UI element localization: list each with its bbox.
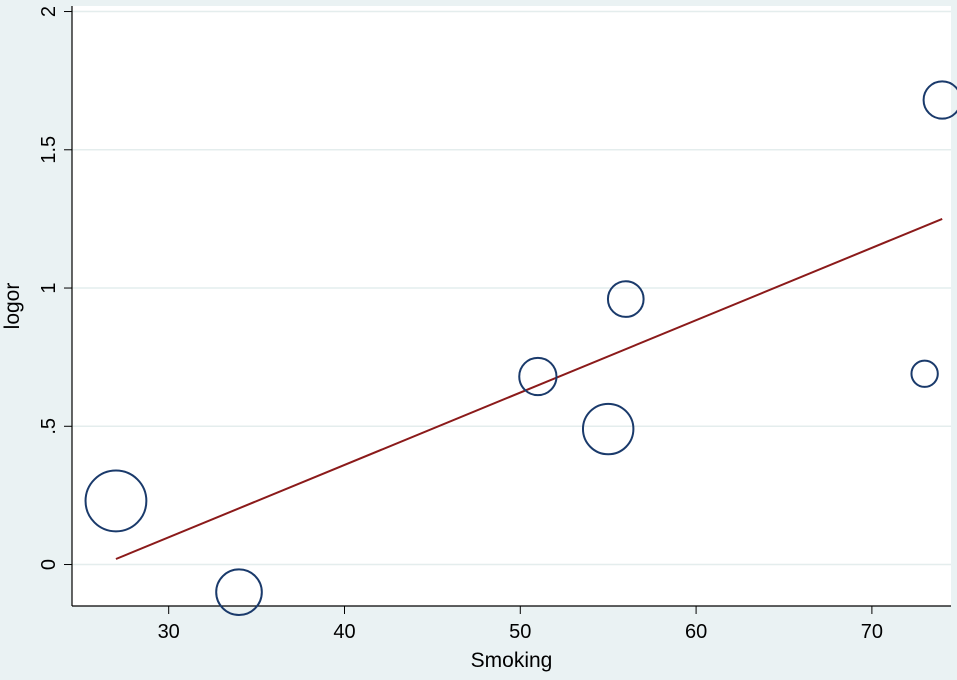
y-tick-label: 2 <box>38 6 60 17</box>
plot-area <box>72 6 951 606</box>
y-tick-label: 1 <box>38 282 60 293</box>
data-point <box>922 80 957 120</box>
x-tick-label: 30 <box>158 621 180 643</box>
y-tick-label: 0 <box>38 559 60 570</box>
grid-lines <box>72 10 951 566</box>
y-tick-label: .5 <box>38 418 60 435</box>
x-tick-label: 50 <box>509 621 531 643</box>
fit-line-group <box>115 217 943 560</box>
x-axis-title: Smoking <box>471 649 553 672</box>
x-axis-ticks: 30 40 50 60 70 <box>158 606 883 643</box>
axes <box>71 6 951 607</box>
x-tick-label: 40 <box>333 621 355 643</box>
data-point <box>518 356 558 397</box>
data-point <box>606 280 645 318</box>
data-point <box>581 402 635 456</box>
y-axis-ticks: 0 .5 1 1.5 2 <box>38 6 72 570</box>
data-point <box>215 568 263 616</box>
x-tick-label: 60 <box>685 621 707 643</box>
y-tick-label: 1.5 <box>38 136 60 164</box>
data-points <box>84 80 957 616</box>
fit-line <box>115 217 943 560</box>
data-point <box>84 469 148 533</box>
data-point <box>910 359 939 388</box>
y-axis-title: logor <box>1 283 24 330</box>
x-tick-label: 70 <box>861 621 883 643</box>
